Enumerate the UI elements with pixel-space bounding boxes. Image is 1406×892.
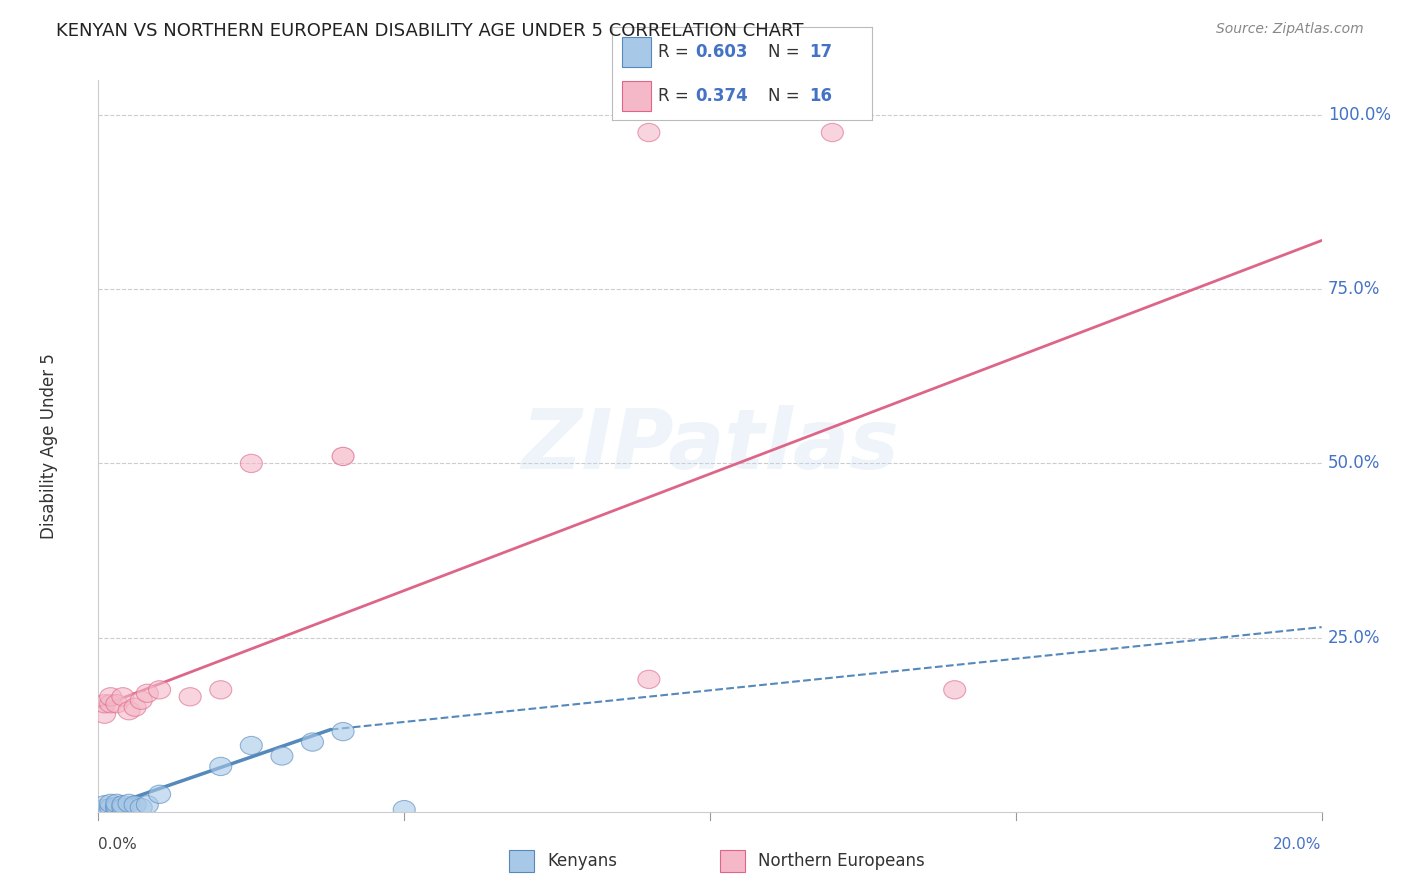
Ellipse shape [105, 797, 128, 815]
Ellipse shape [100, 798, 122, 817]
Ellipse shape [100, 794, 122, 813]
Text: R =: R = [658, 43, 695, 61]
Ellipse shape [131, 798, 152, 817]
Text: R =: R = [658, 87, 695, 105]
Ellipse shape [131, 691, 152, 709]
Ellipse shape [209, 681, 232, 699]
Text: 100.0%: 100.0% [1327, 106, 1391, 124]
Text: 25.0%: 25.0% [1327, 629, 1381, 647]
Text: Kenyans: Kenyans [547, 852, 617, 870]
Ellipse shape [94, 799, 115, 817]
Ellipse shape [240, 737, 263, 755]
Ellipse shape [124, 796, 146, 814]
Text: 0.374: 0.374 [695, 87, 748, 105]
Ellipse shape [94, 796, 115, 814]
Ellipse shape [112, 796, 134, 814]
Ellipse shape [100, 688, 122, 706]
Text: KENYAN VS NORTHERN EUROPEAN DISABILITY AGE UNDER 5 CORRELATION CHART: KENYAN VS NORTHERN EUROPEAN DISABILITY A… [56, 22, 804, 40]
Ellipse shape [112, 798, 134, 817]
Ellipse shape [943, 681, 966, 699]
Ellipse shape [332, 723, 354, 740]
Ellipse shape [240, 454, 263, 473]
Ellipse shape [332, 447, 354, 466]
Text: 75.0%: 75.0% [1327, 280, 1381, 298]
Ellipse shape [149, 681, 170, 699]
Ellipse shape [118, 702, 141, 720]
Ellipse shape [179, 688, 201, 706]
Ellipse shape [149, 785, 170, 804]
Ellipse shape [638, 123, 659, 142]
Text: ZIPatlas: ZIPatlas [522, 406, 898, 486]
Ellipse shape [94, 705, 115, 723]
Ellipse shape [394, 800, 415, 819]
Text: 0.603: 0.603 [695, 43, 748, 61]
Text: 50.0%: 50.0% [1327, 454, 1381, 473]
Ellipse shape [105, 800, 128, 818]
Ellipse shape [100, 695, 122, 713]
Text: 20.0%: 20.0% [1274, 838, 1322, 853]
Text: 0.0%: 0.0% [98, 838, 138, 853]
FancyBboxPatch shape [509, 849, 534, 872]
Text: Disability Age Under 5: Disability Age Under 5 [41, 353, 59, 539]
Ellipse shape [105, 695, 128, 713]
Ellipse shape [209, 757, 232, 775]
Ellipse shape [124, 698, 146, 716]
Ellipse shape [638, 670, 659, 689]
Ellipse shape [105, 794, 128, 813]
Ellipse shape [136, 796, 159, 814]
Ellipse shape [94, 695, 115, 713]
Ellipse shape [136, 684, 159, 702]
FancyBboxPatch shape [621, 81, 651, 111]
Ellipse shape [118, 794, 141, 813]
Ellipse shape [821, 123, 844, 142]
Ellipse shape [112, 688, 134, 706]
Text: N =: N = [768, 43, 804, 61]
Text: Northern Europeans: Northern Europeans [758, 852, 925, 870]
Ellipse shape [271, 747, 292, 765]
Text: 16: 16 [810, 87, 832, 105]
Ellipse shape [301, 733, 323, 751]
FancyBboxPatch shape [720, 849, 745, 872]
Text: 17: 17 [810, 43, 832, 61]
Text: N =: N = [768, 87, 804, 105]
FancyBboxPatch shape [621, 37, 651, 67]
Text: Source: ZipAtlas.com: Source: ZipAtlas.com [1216, 22, 1364, 37]
